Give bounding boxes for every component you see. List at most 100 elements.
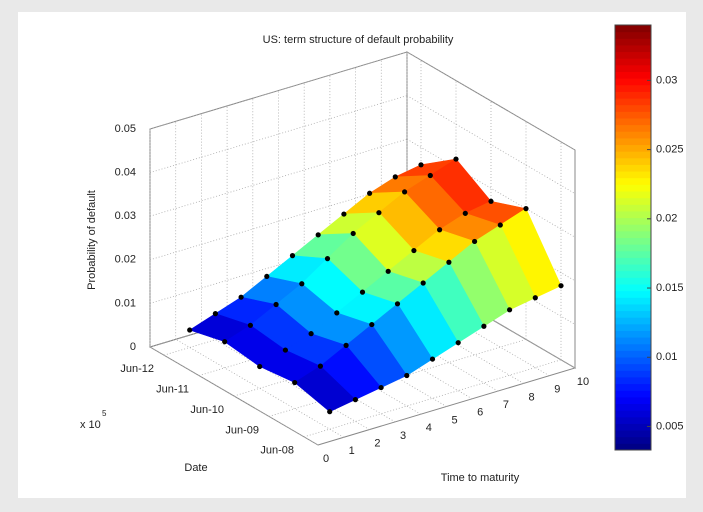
colorbar-cell <box>615 430 651 438</box>
colorbar-cell <box>615 224 651 232</box>
colorbar-cell <box>615 98 651 106</box>
x-tick-label: 0 <box>323 453 329 465</box>
data-point <box>334 310 340 316</box>
colorbar-cell <box>615 91 651 99</box>
colorbar-cell <box>615 323 651 331</box>
grid-line <box>406 51 576 151</box>
colorbar-cell <box>615 51 651 59</box>
data-point <box>247 322 253 328</box>
colorbar-cell <box>615 250 651 258</box>
z-tick-label: 0 <box>130 341 136 353</box>
colorbar-cell <box>615 151 651 159</box>
data-point <box>341 211 347 217</box>
colorbar-cell <box>615 111 651 119</box>
colorbar-tick-label: 0.015 <box>656 282 684 294</box>
colorbar-cell <box>615 350 651 358</box>
colorbar-cell <box>615 330 651 338</box>
x-axis-label: Time to maturity <box>441 472 520 484</box>
data-point <box>558 283 564 289</box>
data-point <box>308 331 314 337</box>
data-point <box>429 356 436 362</box>
data-point <box>437 227 443 233</box>
data-point <box>446 259 452 265</box>
colorbar-tick-label: 0.03 <box>656 74 677 86</box>
data-point <box>472 238 478 245</box>
z-tick-label: 0.01 <box>115 297 136 309</box>
data-point <box>212 311 218 317</box>
data-point <box>404 372 410 379</box>
colorbar-cell <box>615 184 651 192</box>
colorbar-cell <box>615 217 651 225</box>
colorbar-cell <box>615 78 651 86</box>
colorbar-cell <box>615 177 651 185</box>
colorbar-cell <box>615 283 651 292</box>
data-point <box>376 210 382 216</box>
data-point <box>418 162 424 168</box>
data-point <box>523 206 529 212</box>
grid-line <box>406 269 576 369</box>
data-point <box>343 342 349 348</box>
grid-line <box>406 226 576 325</box>
colorbar-tick-label: 0.01 <box>656 351 677 363</box>
x-tick-label: 8 <box>529 391 535 403</box>
colorbar-cell <box>615 191 651 199</box>
colorbar-cell <box>615 197 651 205</box>
colorbar-cell <box>615 297 651 305</box>
y-tick-label: Jun-10 <box>190 404 224 416</box>
colorbar-cell <box>615 370 651 378</box>
x-tick-label: 10 <box>577 376 589 388</box>
colorbar-cell <box>615 357 651 365</box>
colorbar-cell <box>615 144 651 152</box>
colorbar-cell <box>615 44 651 53</box>
data-point <box>299 281 305 287</box>
data-point <box>402 189 408 195</box>
data-point <box>369 321 375 328</box>
x-tick-label: 7 <box>503 399 509 411</box>
data-point <box>394 301 401 307</box>
colorbar-cell <box>615 363 651 371</box>
data-point <box>264 273 270 280</box>
colorbar-cell <box>615 390 651 398</box>
data-point <box>481 323 487 329</box>
y-multiplier-exp: 5 <box>102 409 107 418</box>
data-point <box>238 294 244 300</box>
data-point <box>187 327 193 333</box>
data-point <box>324 256 331 262</box>
colorbar-cell <box>615 436 651 444</box>
data-point <box>350 230 356 237</box>
data-point <box>411 247 417 254</box>
colorbar-cell <box>615 257 651 265</box>
colorbar-cell <box>615 71 651 79</box>
colorbar-cell <box>615 58 651 66</box>
y-tick-label: Jun-12 <box>120 363 154 375</box>
grid-line <box>175 338 344 438</box>
chart-title: US: term structure of default probabilit… <box>263 34 454 46</box>
colorbar-frame <box>614 24 652 451</box>
colorbar-cell <box>615 131 651 139</box>
colorbar-cell <box>615 317 651 325</box>
grid-line <box>406 138 576 238</box>
data-point <box>532 295 538 301</box>
data-point <box>385 268 391 274</box>
data-point <box>392 174 398 180</box>
x-tick-label: 3 <box>400 430 406 442</box>
data-point <box>462 210 468 216</box>
colorbar-cell <box>615 244 651 252</box>
z-tick-label: 0.03 <box>115 210 136 222</box>
data-point <box>282 347 288 353</box>
colorbar-cell <box>615 410 651 418</box>
data-point <box>455 340 461 346</box>
x-tick-label: 9 <box>554 384 560 396</box>
colorbar-tick-label: 0.02 <box>656 213 677 225</box>
colorbar-cell <box>615 171 651 179</box>
data-point <box>317 363 323 369</box>
colorbar-cell <box>615 416 651 424</box>
data-point <box>315 232 321 238</box>
colorbar-cell <box>615 264 651 272</box>
z-tick-label: 0.02 <box>115 254 136 266</box>
grid-line <box>201 331 370 430</box>
y-multiplier: x 10 <box>80 419 101 431</box>
data-point <box>427 172 433 179</box>
colorbar-cell <box>615 164 651 172</box>
colorbar-cell <box>615 230 651 238</box>
